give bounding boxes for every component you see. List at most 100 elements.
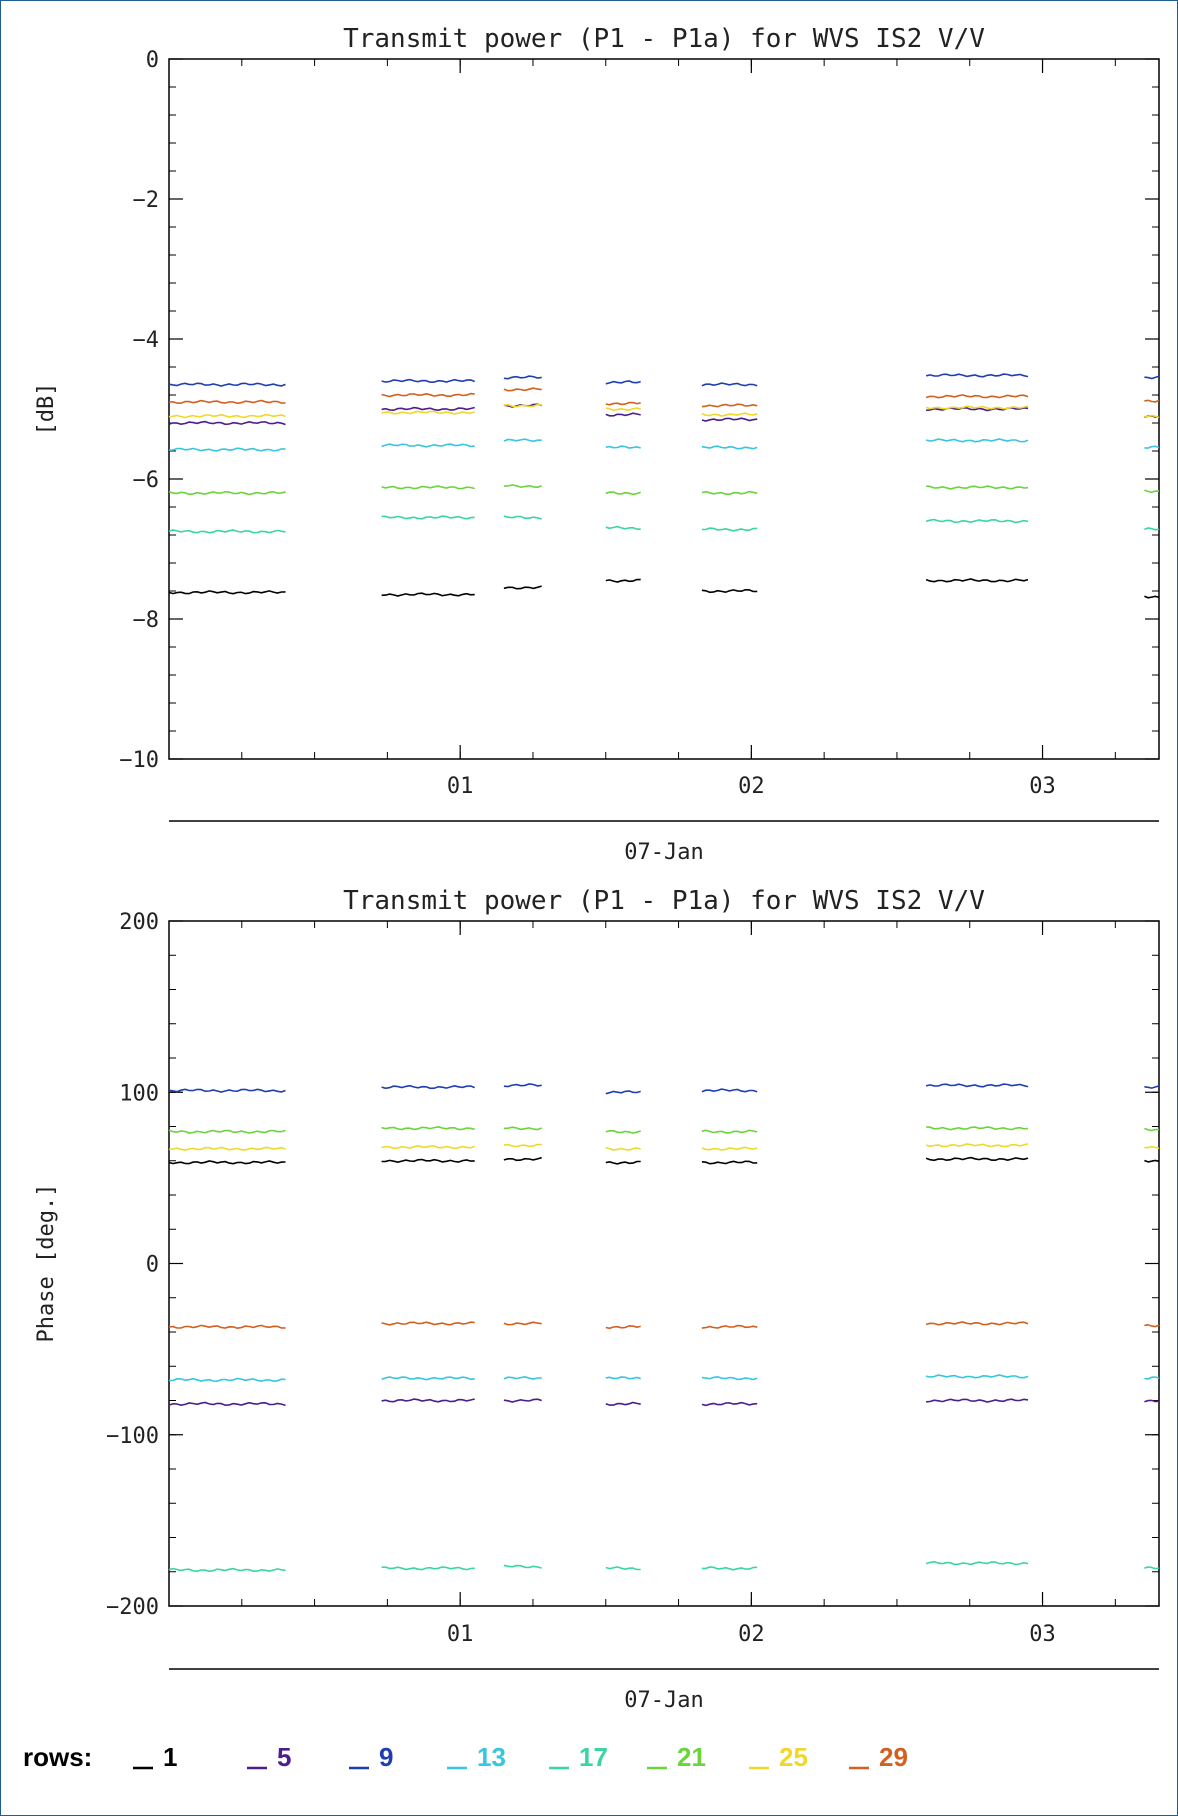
series-1-segment-5	[701, 1160, 758, 1165]
y-tick-label: 0	[146, 48, 159, 73]
series-5-segment-5	[701, 1401, 758, 1407]
series-29-segment-2	[381, 1321, 475, 1326]
series-5-segment-7	[1144, 1399, 1160, 1403]
series-9-segment-7	[1144, 1085, 1160, 1089]
x-tick-label: 02	[738, 774, 765, 799]
series-21-segment-7	[1144, 489, 1160, 494]
series-21-segment-2	[381, 485, 475, 490]
x-tick-label: 02	[738, 1622, 765, 1647]
series-9-segment-6	[925, 1083, 1029, 1088]
legend-item-13: 13	[477, 1742, 506, 1772]
series-13-segment-4	[605, 445, 641, 449]
series-17-segment-1	[168, 529, 286, 534]
y-tick-label: −8	[133, 608, 160, 633]
series-9-segment-3	[503, 375, 542, 380]
series-13-segment-7	[1144, 1376, 1160, 1380]
series-21-segment-4	[605, 491, 641, 496]
series-25-segment-5	[701, 1146, 758, 1151]
series-1-segment-5	[701, 588, 758, 594]
series-29-segment-7	[1144, 399, 1160, 403]
series-29-segment-1	[168, 1324, 286, 1330]
x-tick-label: 01	[447, 1622, 474, 1647]
series-21-segment-6	[926, 1126, 1029, 1131]
series-1-segment-2	[381, 592, 475, 597]
series-29-segment-6	[925, 394, 1029, 399]
series-13-segment-5	[701, 1375, 758, 1381]
series-25-segment-4	[605, 407, 641, 412]
series-21-segment-5	[701, 490, 758, 496]
x-tick-label: 01	[447, 774, 474, 799]
series-21-segment-4	[605, 1129, 641, 1134]
series-9-segment-5	[701, 382, 758, 387]
chart-panel-1: Transmit power (P1 - P1a) for WVS IS2 V/…	[34, 24, 1160, 865]
series-25-segment-3	[503, 1143, 542, 1148]
legend-item-25: 25	[779, 1742, 808, 1772]
series-17-segment-6	[925, 1560, 1029, 1566]
chart-title: Transmit power (P1 - P1a) for WVS IS2 V/…	[343, 24, 985, 54]
series-21-segment-6	[926, 485, 1029, 490]
series-5-segment-1	[168, 420, 286, 426]
series-25-segment-4	[605, 1147, 641, 1151]
series-25-segment-2	[381, 1144, 475, 1150]
series-9-segment-3	[503, 1083, 542, 1088]
series-13-segment-3	[503, 438, 542, 443]
series-17-segment-7	[1144, 1566, 1160, 1570]
series-13-segment-5	[701, 445, 758, 450]
series-9-segment-2	[381, 1084, 475, 1090]
series-5-segment-3	[503, 1398, 542, 1403]
series-17-segment-4	[605, 1566, 641, 1571]
y-tick-label: 0	[146, 1253, 159, 1278]
series-1-segment-1	[168, 590, 286, 595]
series-1-segment-4	[605, 578, 641, 583]
series-9-segment-4	[605, 380, 641, 385]
series-13-segment-6	[925, 438, 1029, 443]
series-25-segment-6	[925, 405, 1029, 410]
series-1-segment-1	[168, 1160, 286, 1165]
series-25-segment-6	[925, 1143, 1029, 1148]
series-25-segment-5	[701, 412, 758, 417]
series-21-segment-7	[1144, 1127, 1160, 1132]
chart-title: Transmit power (P1 - P1a) for WVS IS2 V/…	[343, 886, 985, 916]
y-tick-label: −2	[133, 188, 160, 213]
chart-panel-2: Transmit power (P1 - P1a) for WVS IS2 V/…	[34, 886, 1160, 1713]
series-29-segment-2	[381, 392, 475, 398]
series-1-segment-4	[605, 1160, 641, 1165]
series-17-segment-2	[381, 1566, 475, 1571]
y-tick-label: −200	[106, 1595, 159, 1620]
series-5-segment-5	[701, 417, 758, 422]
series-17-segment-7	[1144, 527, 1160, 531]
series-1-segment-6	[925, 1156, 1029, 1162]
series-21-segment-1	[168, 1129, 286, 1134]
series-9-segment-7	[1144, 375, 1160, 380]
legend: rows: 1 5 9 13 17 21 25 29	[23, 1742, 908, 1772]
series-1-segment-7	[1144, 595, 1160, 599]
series-29-segment-3	[503, 1321, 542, 1326]
series-21-segment-3	[503, 484, 542, 489]
series-17-segment-5	[701, 1566, 758, 1571]
y-tick-label: −6	[133, 468, 160, 493]
series-9-segment-5	[701, 1088, 758, 1093]
y-tick-label: 100	[119, 1081, 159, 1106]
series-29-segment-3	[503, 387, 542, 392]
series-13-segment-7	[1144, 445, 1160, 449]
series-17-segment-2	[381, 515, 475, 520]
y-tick-label: −100	[106, 1424, 159, 1449]
series-17-segment-4	[605, 525, 641, 530]
y-axis-label: [dB]	[34, 383, 59, 436]
series-29-segment-6	[925, 1321, 1029, 1326]
series-17-segment-5	[701, 527, 758, 532]
series-29-segment-4	[605, 1325, 641, 1330]
y-tick-label: −10	[119, 748, 159, 773]
series-17-segment-3	[503, 1564, 542, 1569]
legend-label: rows:	[23, 1742, 92, 1772]
x-tick-label: 03	[1029, 1622, 1056, 1647]
series-13-segment-2	[381, 443, 475, 448]
y-axis-label: Phase [deg.]	[34, 1184, 59, 1343]
y-tick-label: −4	[133, 328, 160, 353]
series-13-segment-1	[168, 447, 286, 452]
series-5-segment-4	[605, 412, 641, 417]
series-29-segment-5	[701, 1324, 758, 1329]
series-1-segment-3	[503, 1156, 542, 1162]
